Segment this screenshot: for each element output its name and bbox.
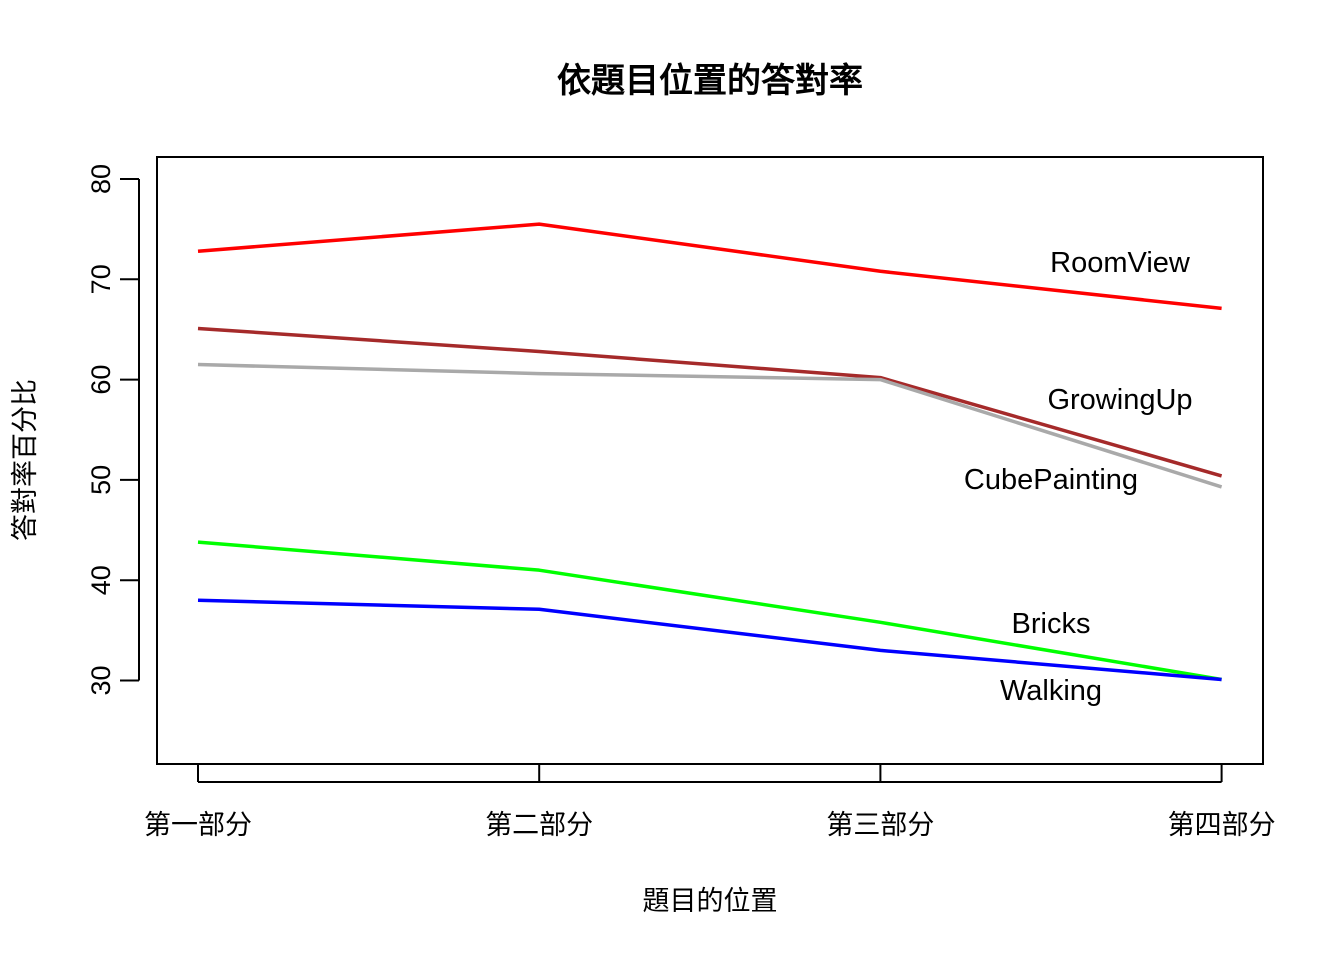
series-label-walking: Walking (1000, 675, 1102, 707)
series-line-roomview (197, 222, 1222, 311)
x-tick-label: 第四部分 (1168, 810, 1276, 841)
chart-title: 依題目位置的答對率 (557, 61, 863, 101)
x-axis: 第一部分 第二部分 第三部分 第四部分 (144, 764, 1276, 841)
x-tick-label: 第一部分 (144, 810, 252, 841)
y-axis: 30 40 50 60 70 80 (86, 164, 140, 696)
x-tick-label: 第二部分 (485, 810, 593, 841)
y-tick-label: 70 (86, 264, 116, 294)
series-label-bricks: Bricks (1012, 608, 1091, 640)
x-axis-label: 題目的位置 (643, 886, 778, 917)
series-lines (197, 222, 1223, 682)
series-line-bricks (197, 540, 1222, 682)
series-label-cubepainting: CubePainting (964, 464, 1138, 496)
y-tick-label: 30 (86, 665, 116, 695)
series-label-growingup: GrowingUp (1047, 384, 1192, 416)
plot-frame (156, 156, 1264, 765)
y-tick-label: 50 (86, 465, 116, 495)
series-line-cubepainting (197, 362, 1223, 489)
y-tick-label: 80 (86, 164, 116, 194)
series-label-roomview: RoomView (1050, 247, 1191, 279)
series-line-growingup (197, 326, 1223, 478)
series-labels: RoomView GrowingUp CubePainting Bricks Walki… (964, 247, 1193, 707)
y-axis-label: 答對率百分比 (10, 379, 41, 541)
series-line-walking (197, 598, 1222, 682)
y-tick-label: 60 (86, 365, 116, 395)
y-tick-label: 40 (86, 565, 116, 595)
x-tick-label: 第三部分 (826, 810, 934, 841)
